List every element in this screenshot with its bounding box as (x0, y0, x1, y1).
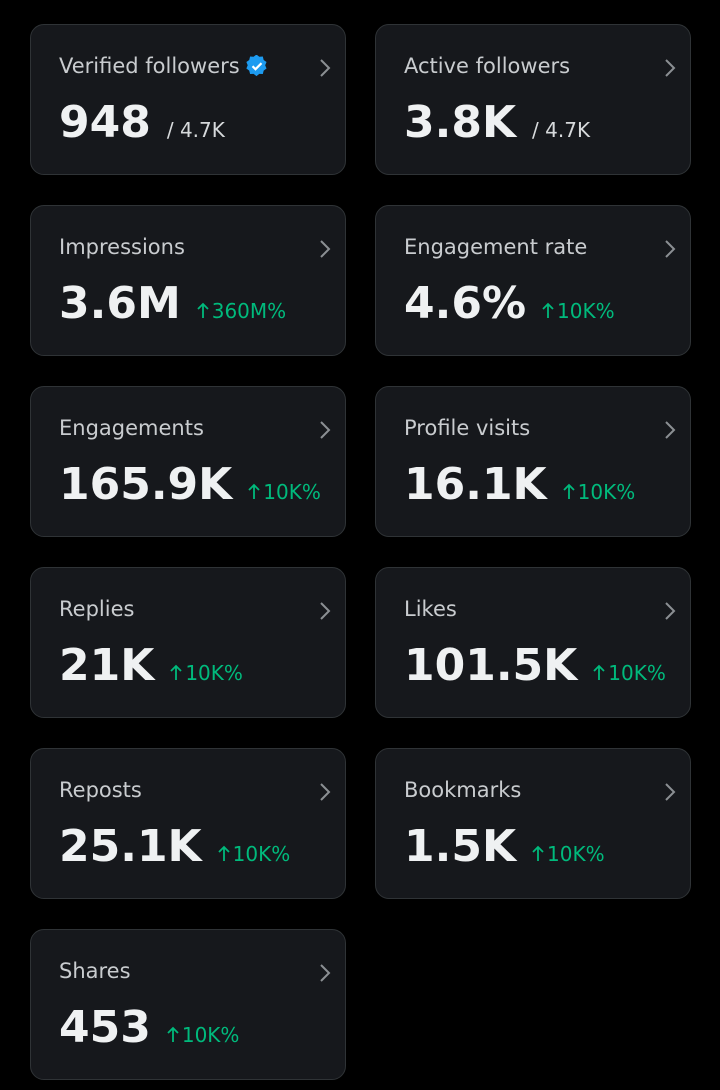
stat-card[interactable]: Verified followers 948 / 4.7K (30, 24, 346, 175)
stat-card[interactable]: Profile visits 16.1K 10K% (375, 386, 691, 537)
stat-card[interactable]: Replies 21K 10K% (30, 567, 346, 718)
value-row: 21K 10K% (59, 639, 345, 693)
stat-value: 1.5K (404, 821, 517, 872)
chevron (320, 964, 331, 982)
stat-card[interactable]: Engagement rate 4.6% 10K% (375, 205, 691, 356)
chevron (665, 59, 676, 77)
value-row: 101.5K 10K% (404, 639, 690, 693)
stat-card[interactable]: Active followers 3.8K / 4.7K (375, 24, 691, 175)
chevron (320, 602, 331, 620)
card-label-row: Replies (59, 594, 345, 624)
stat-change: 10K% (593, 661, 666, 685)
up-arrow (563, 483, 575, 499)
card-label-row: Verified followers (59, 51, 345, 81)
stat-change: 10K% (563, 480, 636, 504)
chevron (320, 240, 331, 258)
card-label-row: Reposts (59, 775, 345, 805)
stat-value: 4.6% (404, 278, 527, 329)
chevron (665, 421, 676, 439)
card-label-row: Shares (59, 956, 345, 986)
change-text: 360M% (211, 299, 287, 323)
card-label-row: Profile visits (404, 413, 690, 443)
card-label: Reposts (59, 778, 142, 802)
up-arrow (197, 302, 209, 318)
change-text: 10K% (547, 842, 605, 866)
value-row: 453 10K% (59, 1001, 345, 1055)
value-row: 25.1K 10K% (59, 820, 345, 874)
value-row: 3.6M 360M% (59, 277, 345, 331)
up-arrow (167, 1026, 179, 1042)
stat-card[interactable]: Likes 101.5K 10K% (375, 567, 691, 718)
stat-card[interactable]: Engagements 165.9K 10K% (30, 386, 346, 537)
stat-total: / 4.7K (532, 118, 591, 142)
card-label-row: Impressions (59, 232, 345, 262)
change-text: 10K% (577, 480, 636, 504)
up-arrow (532, 845, 544, 861)
stat-value: 453 (59, 1002, 151, 1053)
stat-card[interactable]: Bookmarks 1.5K 10K% (375, 748, 691, 899)
card-label-row: Likes (404, 594, 690, 624)
change-text: 10K% (232, 842, 291, 866)
up-arrow (248, 483, 260, 499)
card-label: Profile visits (404, 416, 531, 440)
stat-value: 165.9K (59, 459, 233, 510)
change-text: 10K% (263, 480, 321, 504)
card-label: Shares (59, 959, 131, 983)
stat-value: 101.5K (404, 640, 578, 691)
card-label: Engagement rate (404, 235, 588, 259)
value-row: 3.8K / 4.7K (404, 96, 690, 150)
card-label: Impressions (59, 235, 185, 259)
up-arrow (218, 845, 230, 861)
up-arrow (542, 302, 554, 318)
chevron (320, 421, 331, 439)
stat-value: 3.8K (404, 97, 517, 148)
value-row: 165.9K 10K% (59, 458, 345, 512)
change-text: 10K% (608, 661, 666, 685)
chevron (665, 602, 676, 620)
stat-value: 25.1K (59, 821, 202, 872)
stat-change: 10K% (170, 661, 243, 685)
stat-change: 10K% (248, 480, 321, 504)
change-text: 10K% (185, 661, 243, 685)
stat-card[interactable]: Reposts 25.1K 10K% (30, 748, 346, 899)
stat-change: 10K% (167, 1023, 240, 1047)
value-row: 16.1K 10K% (404, 458, 690, 512)
value-row: 4.6% 10K% (404, 277, 690, 331)
chevron (665, 240, 676, 258)
stat-value: 16.1K (404, 459, 547, 510)
card-label-row: Bookmarks (404, 775, 690, 805)
stat-change: 10K% (542, 299, 615, 323)
stat-change: 10K% (218, 842, 291, 866)
stat-value: 3.6M (59, 278, 181, 329)
card-label: Engagements (59, 416, 204, 440)
card-label-row: Engagement rate (404, 232, 690, 262)
stat-value: 948 (59, 97, 151, 148)
stat-value: 21K (59, 640, 155, 691)
value-row: 1.5K 10K% (404, 820, 690, 874)
stat-change: 360M% (197, 299, 286, 323)
up-arrow (593, 664, 605, 680)
card-label-row: Engagements (59, 413, 345, 443)
verified-badge (246, 55, 267, 77)
stat-change: 10K% (532, 842, 605, 866)
card-label: Likes (404, 597, 457, 621)
change-text: 10K% (181, 1023, 240, 1047)
stat-card[interactable]: Impressions 3.6M 360M% (30, 205, 346, 356)
chevron (320, 783, 331, 801)
chevron (320, 59, 331, 77)
change-text: 10K% (557, 299, 615, 323)
card-label: Bookmarks (404, 778, 522, 802)
card-label: Verified followers (59, 54, 240, 78)
card-label: Replies (59, 597, 135, 621)
chevron (665, 783, 676, 801)
stat-card[interactable]: Shares 453 10K% (30, 929, 346, 1080)
stat-total: / 4.7K (166, 118, 225, 142)
card-label-row: Active followers (404, 51, 690, 81)
up-arrow (170, 664, 182, 680)
card-label: Active followers (404, 54, 571, 78)
value-row: 948 / 4.7K (59, 96, 345, 150)
